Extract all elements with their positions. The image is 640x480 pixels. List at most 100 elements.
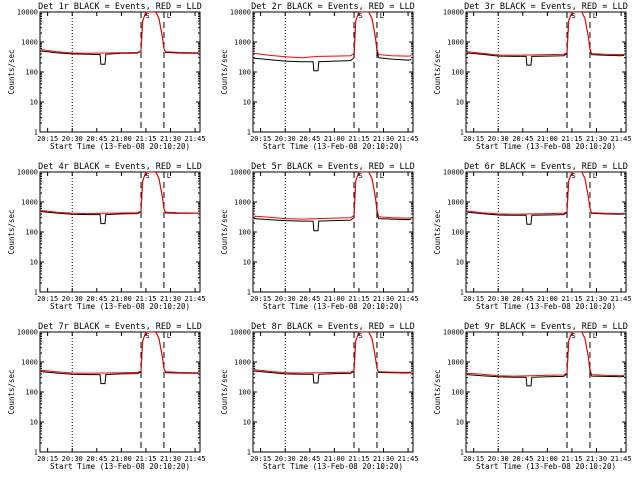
y-tick-label: 1000 xyxy=(447,359,464,367)
x-tick-label: 20:30 xyxy=(62,135,83,143)
x-tick-label: 21:00 xyxy=(111,455,132,463)
x-tick-label: 20:30 xyxy=(488,455,509,463)
plot-frame xyxy=(252,331,414,453)
y-axis-label: Counts/sec xyxy=(7,49,16,94)
y-tick-label: 1000 xyxy=(21,199,38,207)
series-line-red-lld xyxy=(254,332,412,374)
y-tick-label: 1 xyxy=(34,289,38,297)
x-tick-label: 21:45 xyxy=(185,455,206,463)
x-tick-label: 20:30 xyxy=(62,455,83,463)
x-tick-label: 21:15 xyxy=(348,455,369,463)
y-tick-label: 1 xyxy=(247,449,251,457)
chart-title: Det 3r BLACK = Events, RED = LLD xyxy=(464,2,628,12)
x-tick-label: 21:15 xyxy=(561,295,582,303)
plot-frame xyxy=(252,171,414,293)
y-tick-label: 100 xyxy=(238,69,251,77)
x-axis-label: Start Time (13-Feb-08 20:10:20) xyxy=(476,462,616,471)
y-axis-label: Counts/sec xyxy=(433,209,442,254)
chart-panel-1: Det 1r BLACK = Events, RED = LLD 1 10 100 10… xyxy=(7,2,206,151)
series-line-red-lld xyxy=(41,332,199,374)
y-tick-label: 10 xyxy=(30,419,38,427)
x-tick-label: 20:15 xyxy=(463,135,484,143)
y-tick-label: 1000 xyxy=(234,39,251,47)
x-axis-label: Start Time (13-Feb-08 20:10:20) xyxy=(476,302,616,311)
series-line-red-lld xyxy=(41,172,199,215)
x-tick-label: 20:15 xyxy=(250,455,271,463)
x-tick-label: 21:30 xyxy=(160,295,181,303)
chart-panel-2: Det 2r BLACK = Events, RED = LLD 1 10 100 10… xyxy=(220,2,419,151)
y-axis-label: Counts/sec xyxy=(433,49,442,94)
y-tick-label: 10000 xyxy=(230,169,251,177)
x-axis-label: Start Time (13-Feb-08 20:10:20) xyxy=(50,302,190,311)
y-tick-label: 1 xyxy=(460,129,464,137)
x-tick-label: 21:30 xyxy=(586,455,607,463)
y-tick-label: 10 xyxy=(456,419,464,427)
x-tick-label: 20:45 xyxy=(86,455,107,463)
x-tick-label: 21:30 xyxy=(586,295,607,303)
x-tick-label: 21:15 xyxy=(135,455,156,463)
annotation-marker: S xyxy=(145,172,149,180)
annotation-marker: L xyxy=(167,332,171,340)
series-line-red-lld xyxy=(254,172,412,220)
x-axis-label: Start Time (13-Feb-08 20:10:20) xyxy=(476,142,616,151)
y-tick-label: 1 xyxy=(460,449,464,457)
x-tick-label: 21:45 xyxy=(398,295,419,303)
series-line-red-lld xyxy=(467,12,625,56)
annotation-marker: L xyxy=(593,12,597,20)
series-line-black-events xyxy=(254,332,412,384)
x-axis-label: Start Time (13-Feb-08 20:10:20) xyxy=(50,142,190,151)
plot-frame xyxy=(465,11,627,133)
y-tick-label: 1 xyxy=(460,289,464,297)
series-line-black-events xyxy=(467,12,625,66)
x-tick-label: 21:45 xyxy=(611,135,632,143)
x-tick-label: 21:45 xyxy=(185,295,206,303)
chart-panel-6: Det 6r BLACK = Events, RED = LLD 1 10 100 10… xyxy=(433,162,632,311)
annotation-marker: L xyxy=(593,332,597,340)
x-tick-label: 21:00 xyxy=(537,135,558,143)
y-tick-label: 10 xyxy=(456,259,464,267)
y-tick-label: 1000 xyxy=(21,39,38,47)
x-tick-label: 20:45 xyxy=(299,295,320,303)
x-tick-label: 20:45 xyxy=(86,295,107,303)
y-tick-label: 100 xyxy=(238,389,251,397)
plot-frame xyxy=(39,331,201,453)
y-tick-label: 10 xyxy=(243,99,251,107)
annotation-marker: S xyxy=(571,12,575,20)
chart-panel-7: Det 7r BLACK = Events, RED = LLD 1 10 100 10… xyxy=(7,322,206,471)
x-axis-label: Start Time (13-Feb-08 20:10:20) xyxy=(263,302,403,311)
x-tick-label: 20:15 xyxy=(463,295,484,303)
y-tick-label: 10000 xyxy=(230,329,251,337)
chart-title: Det 5r BLACK = Events, RED = LLD xyxy=(251,162,415,172)
y-axis-label: Counts/sec xyxy=(433,369,442,414)
chart-panel-8: Det 8r BLACK = Events, RED = LLD 1 10 100 10… xyxy=(220,322,419,471)
series-line-black-events xyxy=(41,332,199,385)
series-line-black-events xyxy=(467,332,625,387)
series-line-black-events xyxy=(254,12,412,72)
y-tick-label: 10000 xyxy=(443,9,464,17)
x-tick-label: 21:30 xyxy=(373,295,394,303)
x-tick-label: 20:30 xyxy=(62,295,83,303)
chart-title: Det 9r BLACK = Events, RED = LLD xyxy=(464,322,628,332)
plot-frame xyxy=(252,11,414,133)
y-tick-label: 10 xyxy=(30,99,38,107)
x-axis-label: Start Time (13-Feb-08 20:10:20) xyxy=(263,462,403,471)
plot-frame xyxy=(39,11,201,133)
x-tick-label: 21:15 xyxy=(348,295,369,303)
chart-title: Det 8r BLACK = Events, RED = LLD xyxy=(251,322,415,332)
x-tick-label: 20:15 xyxy=(250,295,271,303)
y-tick-label: 100 xyxy=(238,229,251,237)
y-tick-label: 100 xyxy=(451,69,464,77)
x-tick-label: 20:45 xyxy=(512,455,533,463)
plot-frame xyxy=(39,171,201,293)
y-tick-label: 1000 xyxy=(447,39,464,47)
x-tick-label: 21:45 xyxy=(398,455,419,463)
x-tick-label: 20:15 xyxy=(37,295,58,303)
x-tick-label: 20:30 xyxy=(488,135,509,143)
x-tick-label: 21:00 xyxy=(324,295,345,303)
annotation-marker: S xyxy=(358,332,362,340)
x-tick-label: 21:30 xyxy=(160,455,181,463)
x-tick-label: 21:30 xyxy=(373,455,394,463)
x-tick-label: 20:30 xyxy=(275,455,296,463)
y-tick-label: 100 xyxy=(451,389,464,397)
x-tick-label: 21:00 xyxy=(324,135,345,143)
